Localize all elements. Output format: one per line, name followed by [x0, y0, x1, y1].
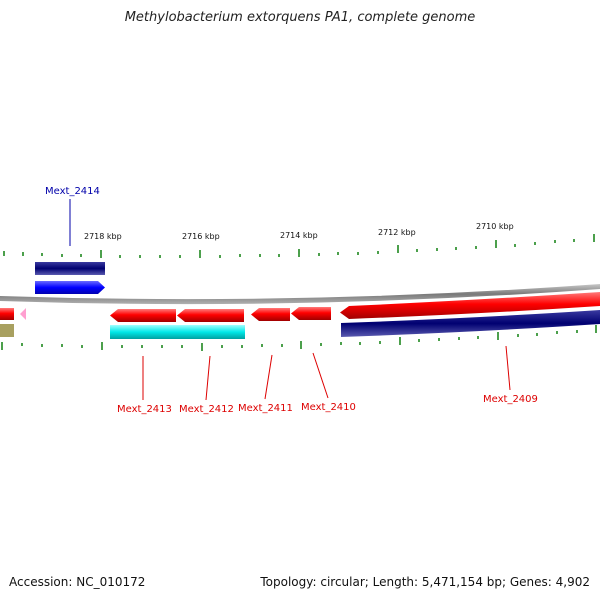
gene-label-mext-2409[interactable]: Mext_2409: [483, 394, 538, 405]
scale-label-2718: 2718 kbp: [84, 232, 122, 241]
scale-label-2714: 2714 kbp: [280, 231, 318, 240]
olive-feature-left-edge[interactable]: [0, 324, 14, 337]
gene-label-mext-2413[interactable]: Mext_2413: [117, 404, 172, 415]
forward-cds-mext-2412[interactable]: [177, 309, 244, 322]
reverse-cds-mext-2414[interactable]: [35, 262, 105, 275]
accession-text: Accession: NC_010172: [9, 575, 146, 589]
map-title: Methylobacterium extorquens PA1, complet…: [124, 10, 476, 25]
gene-label-mext-2411[interactable]: Mext_2411: [238, 403, 293, 414]
scale-label-2716: 2716 kbp: [182, 232, 220, 241]
forward-cds-mext-2413[interactable]: [110, 309, 176, 322]
reverse-cds-mext-2409[interactable]: [341, 310, 600, 337]
genome-backbone: [0, 284, 600, 305]
reverse-gene-mext-2413-2412[interactable]: [110, 325, 245, 339]
scale-label-2710: 2710 kbp: [476, 222, 514, 231]
inner-tick-row: [1, 325, 597, 351]
small-pink-feature: [20, 308, 26, 320]
gene-label-mext-2410[interactable]: Mext_2410: [301, 402, 356, 413]
forward-cds-mext-2411[interactable]: [251, 308, 290, 321]
genome-summary: Topology: circular; Length: 5,471,154 bp…: [260, 575, 590, 589]
forward-cds-mext-2410[interactable]: [291, 307, 331, 320]
gene-label-mext-2414[interactable]: Mext_2414: [45, 186, 100, 197]
scale-label-2712: 2712 kbp: [378, 228, 416, 237]
forward-gene-mext-2414[interactable]: [35, 281, 105, 294]
gene-label-mext-2412[interactable]: Mext_2412: [179, 404, 234, 415]
forward-cds-left-edge[interactable]: [0, 308, 14, 320]
outer-tick-row: [3, 234, 595, 258]
forward-cds-mext-2409[interactable]: [340, 292, 600, 319]
leader-lines: [69, 199, 511, 401]
